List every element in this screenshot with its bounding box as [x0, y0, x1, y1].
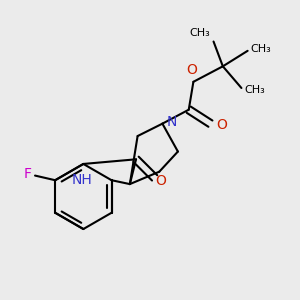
- Text: NH: NH: [71, 173, 92, 187]
- Text: O: O: [186, 63, 197, 77]
- Text: N: N: [167, 115, 177, 129]
- Text: O: O: [217, 118, 227, 132]
- Text: CH₃: CH₃: [251, 44, 272, 54]
- Text: CH₃: CH₃: [244, 85, 265, 94]
- Text: CH₃: CH₃: [190, 28, 210, 38]
- Text: O: O: [155, 174, 166, 188]
- Text: F: F: [24, 167, 32, 181]
